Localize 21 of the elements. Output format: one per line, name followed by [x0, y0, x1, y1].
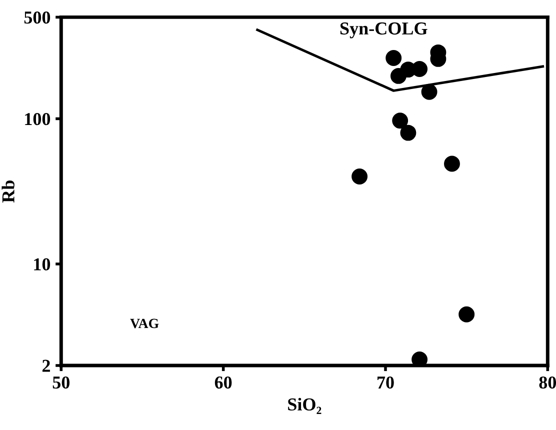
point [458, 306, 475, 322]
y-tick-label: 10 [34, 258, 50, 270]
y-tick-label: 2 [42, 360, 50, 372]
annotation: Syn-COLG [340, 22, 428, 38]
point [392, 112, 408, 129]
x-tick-label: 60 [214, 376, 232, 389]
point [386, 50, 402, 66]
point [444, 156, 460, 172]
x-tick-label: 80 [539, 376, 556, 389]
y-tick-label: 100 [25, 112, 50, 126]
point [352, 168, 368, 185]
x-tick-label: 50 [52, 376, 70, 389]
point [421, 84, 438, 100]
x-axis-title: SiO₂ [288, 398, 322, 414]
x-tick-label: 70 [378, 376, 394, 389]
annotation: VAG [130, 318, 159, 328]
y-axis-title: Rb [2, 180, 14, 203]
y-tick-label: 500 [24, 11, 50, 24]
point [412, 352, 428, 366]
point [400, 124, 416, 141]
point [412, 61, 428, 77]
